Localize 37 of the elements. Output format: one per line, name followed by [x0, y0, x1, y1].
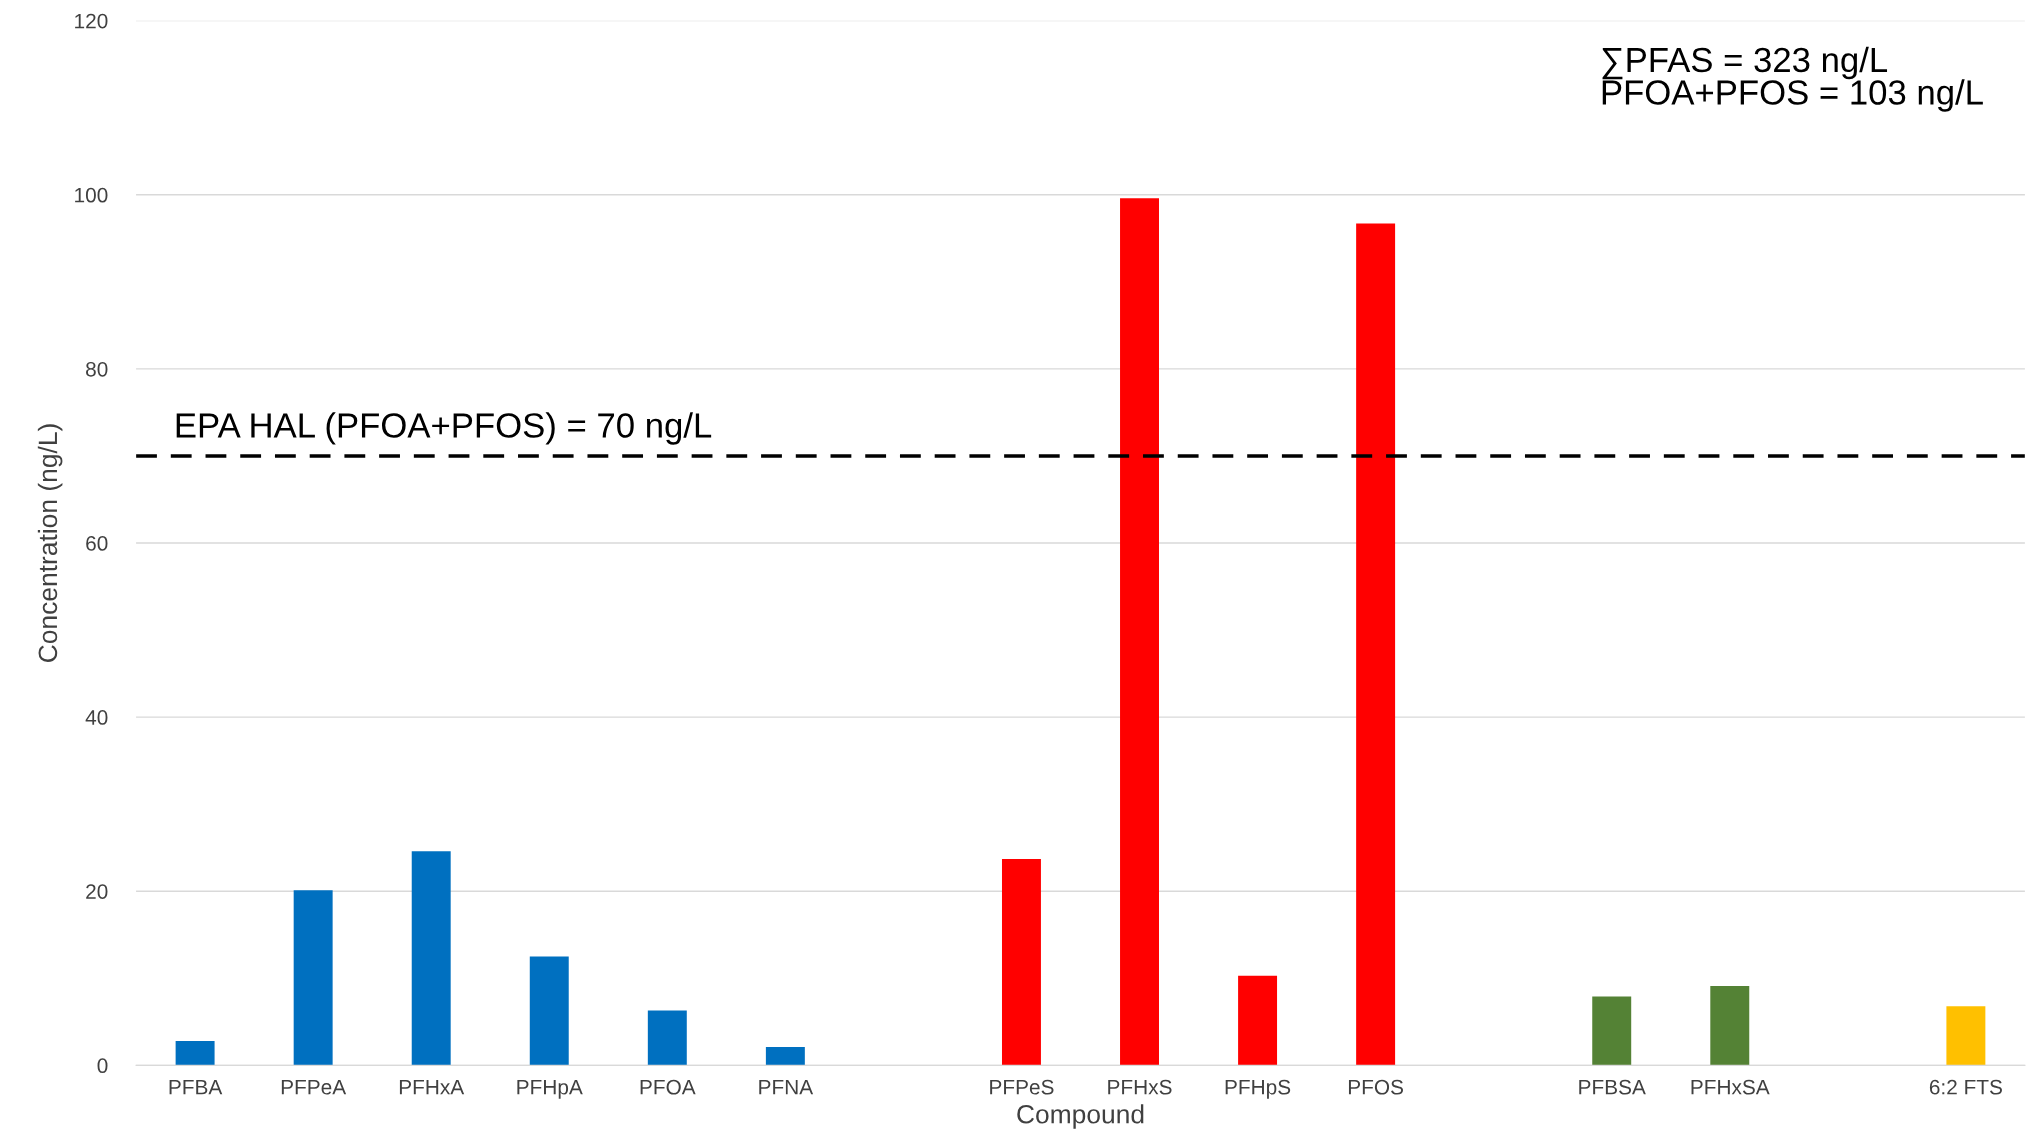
x-tick-label: PFHxS: [1108, 1079, 1172, 1095]
x-tick-label: PFPeA: [281, 1080, 347, 1095]
x-tick-label: PFHpA: [517, 1080, 583, 1099]
x-tick-label: PFOS: [1348, 1079, 1404, 1095]
bar: [1356, 223, 1396, 1066]
x-tick-label: PFHxSA: [1691, 1079, 1770, 1095]
y-tick-label: 0: [97, 1058, 108, 1074]
x-tick-label: PFBA: [169, 1080, 223, 1095]
x-tick-label: PFOA: [640, 1079, 696, 1095]
bar: [1120, 198, 1159, 1066]
bar: [175, 1040, 215, 1066]
x-tick-label: PFHpS: [1225, 1079, 1291, 1099]
bar: [1710, 986, 1750, 1066]
y-tick-label: 80: [86, 361, 108, 377]
y-tick-label: 120: [75, 13, 108, 29]
x-axis-title: Compound: [1017, 1104, 1144, 1129]
annotation: ∑PFAS = 323 ng/L PFOA+PFOS = 103 ng/L: [1602, 46, 1983, 112]
x-tick-label: 6:2 FTS: [1929, 1079, 2002, 1095]
y-tick-label: 100: [75, 187, 108, 203]
bar: [529, 956, 569, 1066]
y-tick-label: 20: [86, 884, 108, 899]
y-tick-label: 40: [85, 710, 108, 725]
x-tick-label: PFHxA: [399, 1080, 465, 1095]
x-tick-label: PFPeS: [990, 1079, 1054, 1095]
y-tick-label: 60: [86, 536, 108, 551]
x-tick-label: PFNA: [759, 1080, 814, 1095]
bar: [293, 890, 333, 1066]
ref-line-label: EPA HAL (PFOA+PFOS) = 70 ng/L: [176, 412, 712, 445]
y-axis-title: Concentration (ng/L): [37, 424, 63, 662]
bar: [765, 1047, 805, 1066]
bar: [1238, 975, 1278, 1066]
bar: [1946, 1006, 1986, 1066]
x-tick-label: PFBSA: [1579, 1079, 1646, 1095]
bar: [1592, 996, 1632, 1066]
bar: [411, 851, 451, 1066]
bar: [647, 1010, 687, 1066]
bar: [1001, 859, 1041, 1066]
